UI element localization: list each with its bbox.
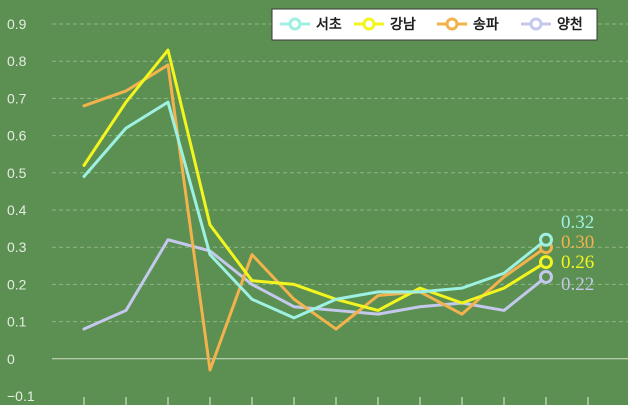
end-value-label: 0.30 — [561, 232, 594, 253]
y-tick-label: 0.5 — [7, 165, 27, 181]
legend: 서초 강남 송파 양천 — [271, 8, 598, 41]
legend-swatch-marker — [288, 17, 302, 31]
legend-swatch-marker — [529, 17, 543, 31]
end-value-label: 0.32 — [561, 212, 594, 233]
end-value-label: 0.26 — [561, 252, 594, 273]
end-label-layer: 0.32 0.260.30 0.22 — [561, 212, 594, 295]
end-marker-강남 — [539, 255, 553, 270]
y-tick-label: 0.8 — [7, 53, 27, 69]
grid-layer — [52, 23, 628, 360]
legend-swatch-marker — [362, 17, 376, 31]
series-line-서초 — [82, 100, 548, 320]
y-tick-label: 0.3 — [7, 239, 27, 255]
legend-label: 서초 — [316, 17, 342, 33]
y-tick-label: 0.9 — [7, 16, 27, 32]
y-tick-label: 0.6 — [7, 128, 27, 144]
y-tick-label: 0.7 — [7, 90, 27, 106]
y-tick-label: 0.2 — [7, 276, 27, 292]
legend-label: 강남 — [390, 16, 416, 33]
series-line-강남 — [82, 48, 548, 312]
legend-swatch-marker — [445, 17, 459, 31]
series-line-송파 — [82, 63, 548, 372]
series-layer — [82, 48, 553, 372]
y-tick-label: −0.1 — [7, 388, 35, 404]
y-tick-label: 0.4 — [7, 202, 27, 218]
legend-label: 양천 — [557, 17, 583, 33]
y-tick-label: 0 — [7, 351, 15, 367]
axis-layer: 0.9 0.8 0.7 0.6 0.5 0.4 0.3 0.2 0.1 0 −0.1 — [7, 16, 589, 405]
legend-label: 송파 — [473, 17, 499, 33]
end-value-label: 0.22 — [561, 274, 594, 295]
end-marker-양천 — [539, 269, 553, 284]
y-tick-label: 0.1 — [7, 314, 27, 330]
end-marker-서초 — [539, 232, 553, 247]
